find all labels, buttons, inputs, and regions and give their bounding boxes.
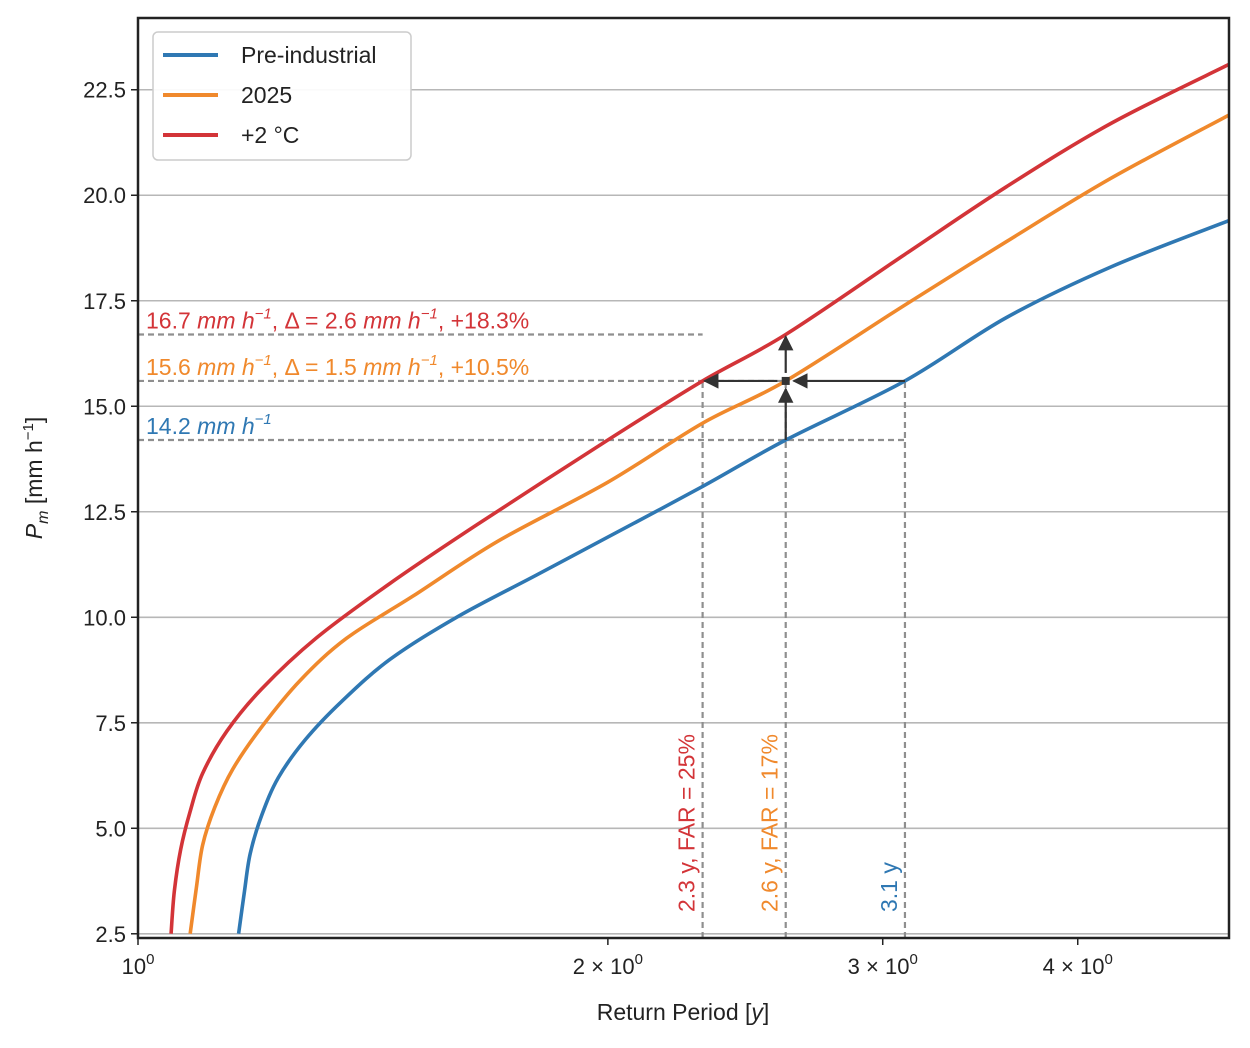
x-tick-label: 3 × 100 <box>848 951 918 979</box>
y-tick-label: 10.0 <box>83 605 126 630</box>
arrows <box>703 334 905 441</box>
y-tick-label: 22.5 <box>83 78 126 103</box>
x-tick-label: 4 × 100 <box>1043 951 1113 979</box>
x-level-label: 2.3 y, FAR = 25% <box>674 734 700 912</box>
y-axis-label: Pm [mm h−1] <box>20 417 52 539</box>
x-axis-label: Return Period [y] <box>597 999 770 1025</box>
series-lines <box>169 62 1229 935</box>
y-tick-label: 7.5 <box>95 711 126 736</box>
y-tick-label: 17.5 <box>83 289 126 314</box>
guide-lines <box>138 333 907 938</box>
y-tick-label: 12.5 <box>83 500 126 525</box>
legend-label-plus-2c: +2 °C <box>241 122 299 148</box>
x-axis-ticks: 100 2 × 100 3 × 100 4 × 100 <box>122 938 1113 979</box>
y-tick-label: 20.0 <box>83 183 126 208</box>
x-level-label: 2.6 y, FAR = 17% <box>757 734 783 912</box>
y-level-label: 15.6 mm h−1, Δ = 1.5 mm h−1, +10.5% <box>146 352 529 380</box>
x-level-label: 3.1 y <box>876 862 902 912</box>
plot-frame <box>136 16 1231 940</box>
legend: Pre-industrial 2025 +2 °C <box>152 31 412 161</box>
y-tick-label: 5.0 <box>95 816 126 841</box>
marker-square <box>781 376 790 385</box>
legend-box <box>152 31 412 161</box>
y-tick-label: 2.5 <box>95 922 126 947</box>
annotations: 16.7 mm h−1, Δ = 2.6 mm h−1, +18.3% 15.6 … <box>146 306 902 912</box>
y-level-label: 16.7 mm h−1, Δ = 2.6 mm h−1, +18.3% <box>146 306 529 334</box>
legend-label-2025: 2025 <box>241 82 292 108</box>
series-line-1 <box>188 113 1229 935</box>
series-line-2 <box>169 62 1229 934</box>
legend-label-pre-industrial: Pre-industrial <box>241 42 377 68</box>
y-tick-label: 15.0 <box>83 394 126 419</box>
x-tick-label: 2 × 100 <box>573 951 643 979</box>
x-tick-label: 100 <box>122 951 155 979</box>
y-level-label: 14.2 mm h−1 <box>146 411 272 439</box>
y-axis-ticks: 2.5 5.0 7.5 10.0 12.5 15.0 17.5 20.0 22.5 <box>83 78 138 947</box>
series-line-0 <box>236 218 1229 935</box>
